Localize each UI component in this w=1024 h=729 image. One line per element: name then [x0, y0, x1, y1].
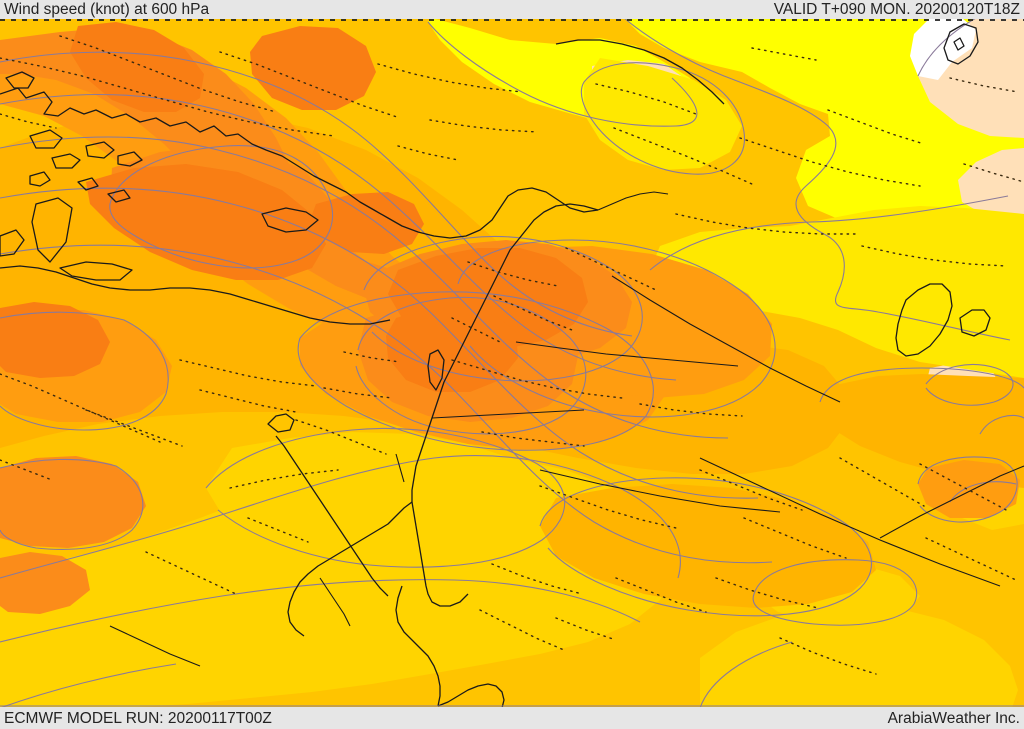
fill-band-orange-deep-lowleft — [0, 552, 90, 614]
fill-band-orange-dark-med — [86, 164, 326, 280]
fill-band-orange-deep-sw — [0, 456, 146, 548]
fill-band-amber-east — [820, 374, 1024, 488]
footer-bar: ECMWF MODEL RUN: 20200117T00Z ArabiaWeat… — [0, 707, 1024, 729]
fill-band-yellow-gold-redsea — [206, 432, 566, 568]
map-canvas[interactable] — [0, 18, 1024, 708]
fill-band-orange-dark-isr — [386, 306, 518, 392]
coastlines — [0, 23, 991, 708]
fill-band-cream-caspian — [958, 148, 1024, 218]
fill-band-orange-dark-cyp — [310, 192, 424, 254]
fill-band-amber-south — [540, 484, 876, 608]
fill-band-orange-dark-nw1 — [70, 22, 204, 112]
fill-band-yellow-east — [650, 206, 1024, 378]
model-run-label: ECMWF MODEL RUN: 20200117T00Z — [4, 710, 272, 727]
header-bar: Wind speed (knot) at 600 hPa VALID T+090… — [0, 0, 1024, 19]
contour-lines — [0, 18, 1024, 708]
wind-speed-contour-map — [0, 18, 1024, 708]
fill-band-yellow-turk-s — [584, 58, 742, 170]
political-borders-solid — [109, 191, 1024, 667]
fill-band-orange-dark-strip — [0, 302, 110, 378]
political-borders-dotted — [0, 35, 1024, 675]
fill-band-yellow-gold-se — [700, 606, 1018, 708]
page-title: Wind speed (knot) at 600 hPa — [4, 1, 210, 18]
valid-time-label: VALID T+090 MON. 20200120T18Z — [773, 1, 1020, 18]
fill-band-white-ne — [910, 18, 976, 80]
provider-label: ArabiaWeather Inc. — [887, 710, 1020, 727]
